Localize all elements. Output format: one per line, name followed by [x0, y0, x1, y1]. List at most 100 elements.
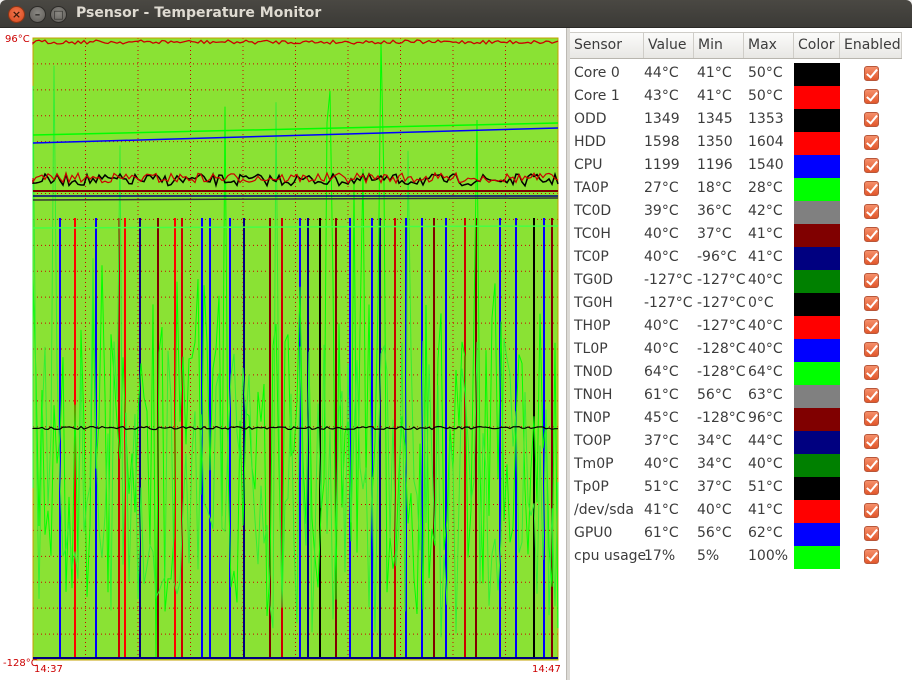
color-swatch[interactable]	[794, 385, 840, 408]
minimize-window-button[interactable]: –	[29, 6, 46, 23]
title-bar[interactable]: × – □ Psensor - Temperature Monitor	[0, 0, 912, 28]
enabled-checkbox[interactable]	[864, 158, 879, 173]
enabled-checkbox[interactable]	[864, 319, 879, 334]
graph-canvas	[32, 37, 559, 661]
table-row[interactable]: HDD 1598 1350 1604	[570, 131, 902, 155]
cell-value: -127°C	[644, 272, 693, 288]
color-swatch[interactable]	[794, 339, 840, 362]
cell-min: -128°C	[697, 341, 746, 357]
cell-max: 50°C	[748, 88, 783, 104]
color-swatch[interactable]	[794, 431, 840, 454]
column-header-value[interactable]: Value	[644, 33, 694, 58]
table-row[interactable]: Core 0 44°C 41°C 50°C	[570, 62, 902, 86]
cell-min: 41°C	[697, 88, 732, 104]
enabled-checkbox[interactable]	[864, 503, 879, 518]
table-row[interactable]: cpu usage 17% 5% 100%	[570, 545, 902, 569]
temperature-graph: 96°C -128°C 14:37 14:47	[0, 28, 566, 680]
table-row[interactable]: TG0H -127°C -127°C 0°C	[570, 292, 902, 316]
enabled-checkbox[interactable]	[864, 342, 879, 357]
close-window-button[interactable]: ×	[8, 6, 25, 23]
table-row[interactable]: Tm0P 40°C 34°C 40°C	[570, 453, 902, 477]
color-swatch[interactable]	[794, 454, 840, 477]
table-row[interactable]: TN0P 45°C -128°C 96°C	[570, 407, 902, 431]
column-header-max[interactable]: Max	[744, 33, 794, 58]
cell-min: 41°C	[697, 65, 732, 81]
table-row[interactable]: TO0P 37°C 34°C 44°C	[570, 430, 902, 454]
table-row[interactable]: TC0P 40°C -96°C 41°C	[570, 246, 902, 270]
color-swatch[interactable]	[794, 546, 840, 569]
color-swatch[interactable]	[794, 178, 840, 201]
color-swatch[interactable]	[794, 270, 840, 293]
table-row[interactable]: TC0H 40°C 37°C 41°C	[570, 223, 902, 247]
color-swatch[interactable]	[794, 63, 840, 86]
color-swatch[interactable]	[794, 155, 840, 178]
table-row[interactable]: Core 1 43°C 41°C 50°C	[570, 85, 902, 109]
color-swatch[interactable]	[794, 408, 840, 431]
table-row[interactable]: TA0P 27°C 18°C 28°C	[570, 177, 902, 201]
color-swatch[interactable]	[794, 109, 840, 132]
color-swatch[interactable]	[794, 477, 840, 500]
cell-sensor: TC0H	[574, 226, 611, 242]
cell-sensor: TG0D	[574, 272, 614, 288]
enabled-checkbox[interactable]	[864, 89, 879, 104]
cell-value: 44°C	[644, 65, 679, 81]
enabled-checkbox[interactable]	[864, 204, 879, 219]
column-header-sensor[interactable]: Sensor	[570, 33, 644, 58]
enabled-checkbox[interactable]	[864, 66, 879, 81]
color-swatch[interactable]	[794, 523, 840, 546]
enabled-checkbox[interactable]	[864, 365, 879, 380]
table-row[interactable]: Tp0P 51°C 37°C 51°C	[570, 476, 902, 500]
color-swatch[interactable]	[794, 201, 840, 224]
cell-max: 50°C	[748, 65, 783, 81]
column-header-enabled[interactable]: Enabled	[840, 33, 902, 58]
enabled-checkbox[interactable]	[864, 526, 879, 541]
table-row[interactable]: /dev/sda 41°C 40°C 41°C	[570, 499, 902, 523]
enabled-checkbox[interactable]	[864, 480, 879, 495]
table-row[interactable]: CPU 1199 1196 1540	[570, 154, 902, 178]
maximize-window-button[interactable]: □	[50, 6, 67, 23]
series-gpu0	[32, 127, 559, 144]
cell-max: 40°C	[748, 456, 783, 472]
enabled-checkbox[interactable]	[864, 135, 879, 150]
table-row[interactable]: TN0H 61°C 56°C 63°C	[570, 384, 902, 408]
enabled-checkbox[interactable]	[864, 434, 879, 449]
enabled-checkbox[interactable]	[864, 181, 879, 196]
color-swatch[interactable]	[794, 224, 840, 247]
table-row[interactable]: ODD 1349 1345 1353	[570, 108, 902, 132]
enabled-checkbox[interactable]	[864, 296, 879, 311]
color-swatch[interactable]	[794, 316, 840, 339]
cell-value: 40°C	[644, 341, 679, 357]
enabled-checkbox[interactable]	[864, 112, 879, 127]
color-swatch[interactable]	[794, 132, 840, 155]
color-swatch[interactable]	[794, 247, 840, 270]
enabled-checkbox[interactable]	[864, 388, 879, 403]
color-swatch[interactable]	[794, 293, 840, 316]
cell-sensor: TA0P	[574, 180, 609, 196]
cell-sensor: Core 1	[574, 88, 620, 104]
column-header-color[interactable]: Color	[794, 33, 840, 58]
table-row[interactable]: TG0D -127°C -127°C 40°C	[570, 269, 902, 293]
table-row[interactable]: TH0P 40°C -127°C 40°C	[570, 315, 902, 339]
sensor-table: Sensor Value Min Max Color Enabled Core …	[570, 28, 912, 680]
cell-min: -127°C	[697, 272, 746, 288]
cell-sensor: /dev/sda	[574, 502, 634, 518]
column-header-min[interactable]: Min	[694, 33, 744, 58]
cell-min: -127°C	[697, 295, 746, 311]
color-swatch[interactable]	[794, 500, 840, 523]
cell-max: 1353	[748, 111, 784, 127]
table-row[interactable]: TN0D 64°C -128°C 64°C	[570, 361, 902, 385]
enabled-checkbox[interactable]	[864, 250, 879, 265]
table-row[interactable]: TC0D 39°C 36°C 42°C	[570, 200, 902, 224]
table-row[interactable]: GPU0 61°C 56°C 62°C	[570, 522, 902, 546]
x-axis-end-label: 14:47	[532, 664, 561, 675]
color-swatch[interactable]	[794, 362, 840, 385]
cell-value: -127°C	[644, 295, 693, 311]
pane-separator[interactable]	[566, 28, 570, 680]
color-swatch[interactable]	[794, 86, 840, 109]
enabled-checkbox[interactable]	[864, 411, 879, 426]
enabled-checkbox[interactable]	[864, 273, 879, 288]
table-row[interactable]: TL0P 40°C -128°C 40°C	[570, 338, 902, 362]
enabled-checkbox[interactable]	[864, 227, 879, 242]
enabled-checkbox[interactable]	[864, 549, 879, 564]
enabled-checkbox[interactable]	[864, 457, 879, 472]
